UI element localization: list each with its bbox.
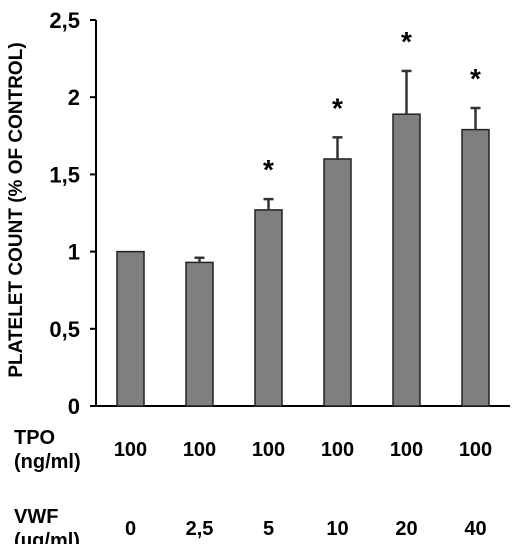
axes bbox=[95, 20, 510, 407]
y-tick-label: 2 bbox=[68, 85, 80, 110]
error-bars bbox=[194, 69, 481, 263]
y-tick-label: 0 bbox=[68, 394, 80, 419]
y-tick-label: 2,5 bbox=[49, 8, 80, 33]
bar bbox=[254, 209, 283, 407]
row-value: 10 bbox=[326, 518, 348, 540]
bar bbox=[392, 113, 421, 407]
bars bbox=[116, 113, 490, 407]
row-label-name: TPO bbox=[14, 427, 55, 449]
row-value: 100 bbox=[390, 439, 423, 461]
significance-star: * bbox=[263, 154, 274, 185]
row-value: 20 bbox=[395, 518, 417, 540]
condition-rows: TPO(ng/ml) 100 100 100 100 100 100 VWF (µg/ml) 0 2… bbox=[14, 427, 492, 544]
row-value: 100 bbox=[252, 439, 285, 461]
significance-star: * bbox=[332, 92, 343, 123]
row-value: 5 bbox=[263, 518, 274, 540]
bar bbox=[185, 261, 214, 407]
significance-star: * bbox=[401, 26, 412, 57]
row-value: 100 bbox=[321, 439, 354, 461]
row-value: 2,5 bbox=[186, 518, 214, 540]
y-axis-title: PLATELET COUNT (% OF CONTROL) bbox=[6, 42, 27, 377]
row-value: 100 bbox=[183, 439, 216, 461]
row-value: 100 bbox=[459, 439, 492, 461]
bar bbox=[461, 128, 490, 407]
row-value: 100 bbox=[114, 439, 147, 461]
row-label-unit: (µg/ml) bbox=[14, 530, 80, 544]
row-value: 0 bbox=[125, 518, 136, 540]
y-tick-label: 0,5 bbox=[49, 317, 80, 342]
y-tick-label: 1,5 bbox=[49, 162, 80, 187]
row-label-unit: (ng/ml) bbox=[14, 451, 81, 473]
row-label-name: VWF bbox=[14, 506, 58, 528]
bar bbox=[323, 158, 352, 407]
y-tick-label: 1 bbox=[68, 240, 80, 265]
y-axis-label: PLATELET COUNT (% OF CONTROL) bbox=[6, 42, 27, 377]
significance-markers: * * * * bbox=[263, 26, 481, 185]
y-ticks: 0 0,5 1 1,5 2 2,5 bbox=[49, 8, 96, 419]
row-value: 40 bbox=[464, 518, 486, 540]
significance-star: * bbox=[470, 63, 481, 94]
bar bbox=[116, 250, 145, 407]
